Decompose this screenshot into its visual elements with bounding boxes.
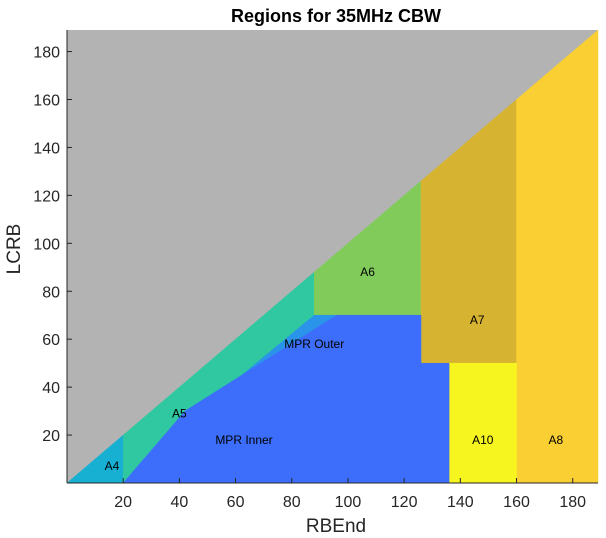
- x-tick-label: 160: [503, 494, 530, 511]
- y-tick-label: 80: [42, 284, 60, 301]
- region-map: [66, 29, 599, 484]
- y-tick-label: 100: [33, 236, 60, 253]
- region-label-a4: A4: [105, 459, 120, 473]
- x-tick-label: 180: [559, 494, 586, 511]
- region-a10: [448, 362, 517, 484]
- x-axis-title: RBEnd: [306, 516, 366, 537]
- x-tick-label: 20: [114, 494, 132, 511]
- region-a8: [516, 29, 599, 484]
- region-label-a8: A8: [549, 433, 564, 447]
- y-tick-label: 40: [42, 380, 60, 397]
- y-tick-label: 120: [33, 188, 60, 205]
- region-labels: A4 A5 A6 A7 A8 A10 MPR Outer MPR Inner: [105, 265, 564, 473]
- region-label-mpr-outer: MPR Outer: [284, 337, 344, 351]
- axes: 20 40 60 80 100 120 140 160 180 20 40 60 80 100 120 140…: [33, 30, 598, 511]
- x-tick-label: 40: [170, 494, 188, 511]
- region-label-a6: A6: [360, 265, 375, 279]
- x-tick-label: 100: [335, 494, 362, 511]
- x-tick-label: 60: [227, 494, 245, 511]
- x-tick-label: 80: [283, 494, 301, 511]
- region-label-a10: A10: [472, 433, 494, 447]
- region-mpr-inner: [122, 314, 450, 484]
- region-label-a5: A5: [172, 406, 187, 420]
- region-label-a7: A7: [470, 313, 485, 327]
- y-axis-title: LCRB: [4, 224, 25, 275]
- y-tick-label: 20: [42, 428, 60, 445]
- chart-title: Regions for 35MHz CBW: [231, 6, 441, 26]
- x-tick-label: 140: [447, 494, 474, 511]
- y-tick-label: 60: [42, 332, 60, 349]
- x-tick-label: 120: [391, 494, 418, 511]
- y-tick-label: 160: [33, 93, 60, 110]
- y-tick-label: 140: [33, 140, 60, 157]
- region-label-mpr-inner: MPR Inner: [215, 433, 272, 447]
- y-tick-label: 180: [33, 45, 60, 62]
